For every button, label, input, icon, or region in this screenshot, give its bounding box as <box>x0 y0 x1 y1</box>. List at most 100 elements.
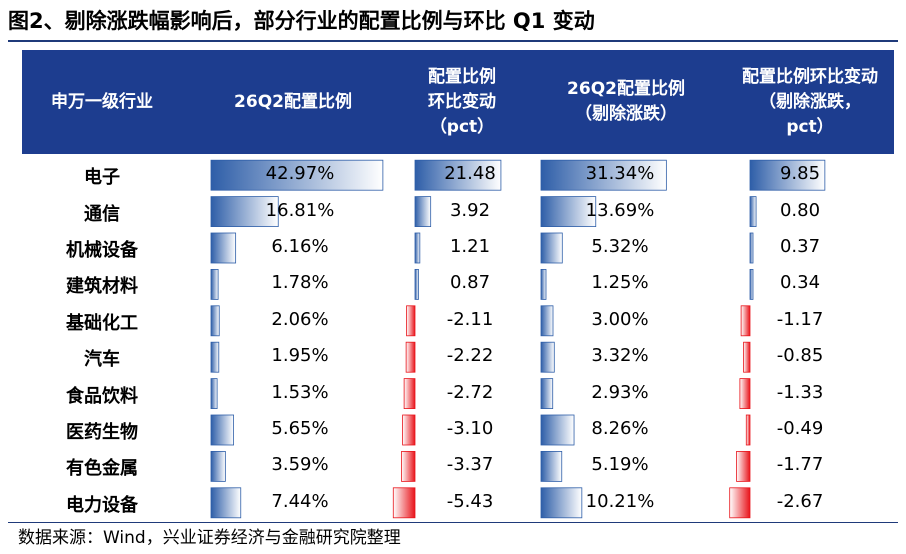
bar-col1 <box>210 232 237 264</box>
bar-col2 <box>414 159 502 191</box>
value-col1: 7.44% <box>271 490 329 512</box>
header-industry: 申万一级行业 <box>51 91 153 112</box>
value-col4: -0.85 <box>776 345 824 367</box>
bar-col2 <box>414 196 432 228</box>
value-col2: -3.37 <box>446 454 494 476</box>
value-col4: -1.77 <box>776 454 824 476</box>
row-label: 汽车 <box>84 349 120 371</box>
footer-divider <box>8 522 898 523</box>
value-col4: -2.67 <box>776 490 824 512</box>
value-col1: 5.65% <box>271 418 329 439</box>
bar-col1 <box>210 196 279 228</box>
value-col3: 1.25% <box>591 272 649 294</box>
bar-col4 <box>749 232 754 264</box>
value-col2: -3.10 <box>446 418 494 439</box>
bar-col4 <box>729 487 751 519</box>
header-allocation-change-adjusted: 配置比例环比变动 （剔除涨跌， pct） <box>742 66 878 137</box>
bar-col3 <box>540 414 575 446</box>
bar-col3 <box>540 159 667 191</box>
value-col2: 0.87 <box>449 272 491 294</box>
bar-col2 <box>403 378 416 410</box>
value-col3: 10.21% <box>585 490 655 512</box>
value-col2: -2.11 <box>446 308 494 330</box>
value-col3: 13.69% <box>585 199 655 221</box>
value-col3: 5.32% <box>591 236 649 257</box>
row-label: 通信 <box>84 203 120 225</box>
value-col3: 2.93% <box>591 381 649 403</box>
value-col1: 1.78% <box>271 272 329 294</box>
header-allocation-change: 配置比例 环比变动 （pct） <box>428 66 496 137</box>
bar-col3 <box>540 232 563 264</box>
bar-col1 <box>210 450 226 482</box>
value-col4: -1.17 <box>776 308 824 330</box>
bar-col2 <box>406 305 416 337</box>
bar-col2 <box>401 450 416 482</box>
bar-col2 <box>414 232 421 264</box>
bar-col1 <box>210 268 219 300</box>
value-col3: 8.26% <box>591 418 649 439</box>
bar-col1 <box>210 341 220 373</box>
bar-col3 <box>540 487 583 519</box>
bar-col4 <box>736 450 751 482</box>
title-divider <box>8 40 898 42</box>
bar-col3 <box>540 341 555 373</box>
bar-col2 <box>392 487 416 519</box>
value-col4: 0.80 <box>779 199 821 221</box>
bar-col4 <box>745 414 751 446</box>
chart-title: 图2、剔除涨跌幅影响后，部分行业的配置比例与环比 Q1 变动 <box>8 9 595 33</box>
value-col1: 2.06% <box>271 308 329 330</box>
value-col2: -5.43 <box>446 490 494 512</box>
bar-col3 <box>540 268 547 300</box>
value-col1: 3.59% <box>271 454 329 476</box>
value-col3: 31.34% <box>585 163 655 185</box>
value-col1: 6.16% <box>271 236 329 257</box>
value-col4: -1.33 <box>776 381 824 403</box>
bar-col1 <box>210 159 384 191</box>
value-col1: 1.95% <box>271 345 329 367</box>
bar-col4 <box>749 196 757 228</box>
bar-col4 <box>739 378 751 410</box>
row-label: 机械设备 <box>66 240 138 261</box>
bar-col3 <box>540 378 554 410</box>
bar-col2 <box>405 341 416 373</box>
header-allocation-adjusted: 26Q2配置比例 （剔除涨跌） <box>567 79 685 124</box>
value-col2: 3.92 <box>449 199 491 221</box>
row-label: 电力设备 <box>66 494 138 516</box>
bar-col2 <box>414 268 419 300</box>
row-label: 基础化工 <box>66 312 138 334</box>
table-header <box>22 50 894 154</box>
row-label: 有色金属 <box>66 458 138 480</box>
row-label: 医药生物 <box>66 422 138 443</box>
value-col2: 21.48 <box>444 163 496 185</box>
row-label: 建筑材料 <box>66 276 138 298</box>
header-allocation: 26Q2配置比例 <box>234 91 352 112</box>
bar-col3 <box>540 305 554 337</box>
value-col2: -2.22 <box>446 345 494 367</box>
bar-col4 <box>749 159 826 191</box>
bar-col1 <box>210 378 218 410</box>
bar-col1 <box>210 414 235 446</box>
row-label: 电子 <box>84 167 120 189</box>
bar-col1 <box>210 487 242 519</box>
source-note: 数据来源：Wind，兴业证券经济与金融研究院整理 <box>18 528 401 548</box>
value-col2: -2.72 <box>446 381 494 403</box>
value-col4: -0.49 <box>776 418 824 439</box>
value-col4: 0.34 <box>779 272 821 294</box>
value-col1: 16.81% <box>265 199 335 221</box>
bar-col4 <box>749 268 754 300</box>
value-col4: 0.37 <box>779 236 821 257</box>
value-col3: 3.00% <box>591 308 649 330</box>
value-col4: 9.85 <box>779 163 821 185</box>
value-col1: 1.53% <box>271 381 329 403</box>
value-col3: 3.32% <box>591 345 649 367</box>
value-col2: 1.21 <box>449 236 491 257</box>
bar-col4 <box>740 305 751 337</box>
bar-col2 <box>402 414 416 446</box>
bar-col1 <box>210 305 220 337</box>
bar-col4 <box>743 341 751 373</box>
value-col1: 42.97% <box>265 163 335 185</box>
bar-col3 <box>540 196 597 228</box>
bar-col3 <box>540 450 563 482</box>
row-label: 食品饮料 <box>66 385 138 407</box>
